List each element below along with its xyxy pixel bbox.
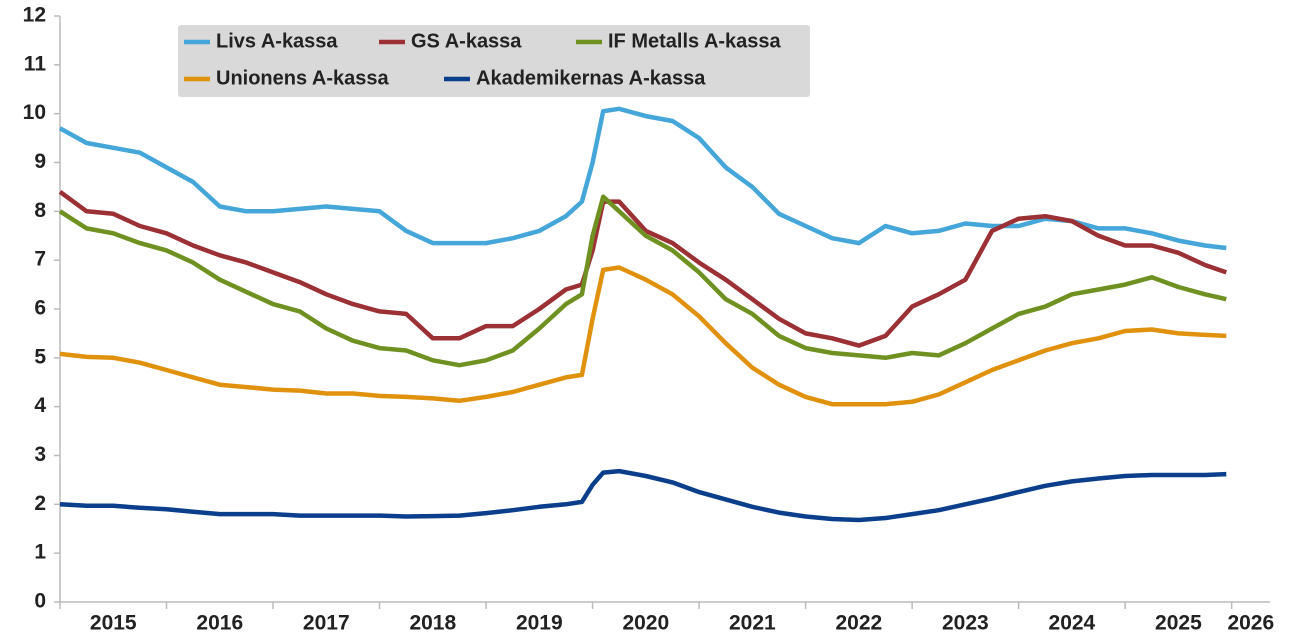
legend-label: IF Metalls A-kassa (608, 30, 782, 52)
y-tick-label: 8 (34, 199, 46, 222)
y-tick-label: 1 (34, 541, 46, 564)
legend-label: Akademikernas A-kassa (476, 67, 706, 89)
legend-label: Unionens A-kassa (216, 67, 390, 89)
x-tick-label: 2018 (409, 612, 456, 635)
y-tick-label: 4 (34, 394, 46, 417)
series-line (58, 194, 1227, 368)
x-tick-label: 2024 (1049, 612, 1096, 635)
x-tick-label: 2026 (1227, 612, 1274, 635)
x-tick-label: 2023 (942, 612, 989, 635)
y-tick-label: 3 (34, 443, 46, 466)
y-tick-label: 12 (23, 4, 46, 27)
y-tick-label: 6 (34, 297, 46, 320)
x-tick-label: 2022 (835, 612, 882, 635)
y-tick-label: 0 (34, 590, 46, 613)
x-tick-label: 2020 (622, 612, 669, 635)
y-tick-label: 5 (34, 345, 46, 368)
series-line (58, 106, 1227, 251)
legend-label: Livs A-kassa (216, 30, 338, 52)
series-line (59, 468, 1227, 523)
x-tick-label: 2015 (90, 612, 137, 635)
legend: Livs A-kassa GS A-kassa IF Metalls A-kassa… (178, 25, 810, 97)
y-tick-label: 9 (34, 150, 46, 173)
y-tick-label: 11 (24, 52, 47, 75)
legend-label: GS A-kassa (411, 30, 522, 52)
x-tick-label: 2017 (303, 612, 350, 635)
legend-box (178, 25, 810, 97)
y-tick-label: 10 (23, 101, 46, 124)
y-tick-label: 7 (34, 248, 46, 271)
y-tick-label: 2 (34, 492, 46, 515)
series-line (58, 189, 1228, 348)
x-tick-label: 2025 (1155, 612, 1202, 635)
x-tick-label: 2021 (729, 612, 776, 635)
x-tick-label: 2019 (516, 612, 563, 635)
x-tick-label: 2016 (196, 612, 243, 635)
series-line (59, 265, 1227, 407)
